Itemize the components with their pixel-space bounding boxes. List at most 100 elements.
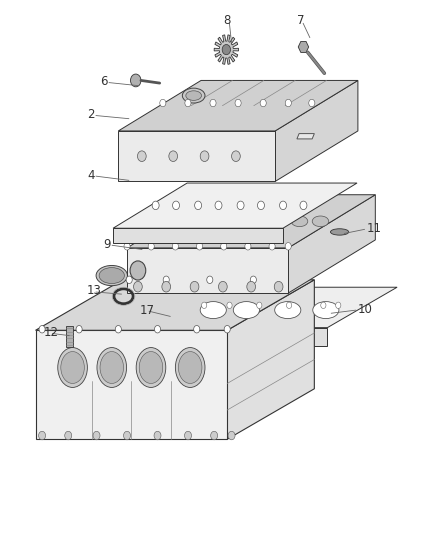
Circle shape (309, 99, 315, 107)
Polygon shape (127, 248, 288, 293)
Circle shape (222, 44, 231, 55)
Circle shape (224, 326, 230, 333)
Ellipse shape (218, 216, 235, 227)
Ellipse shape (275, 302, 301, 319)
Polygon shape (66, 326, 73, 348)
Text: 12: 12 (43, 326, 59, 339)
Circle shape (131, 74, 141, 87)
Ellipse shape (100, 352, 124, 383)
Circle shape (163, 276, 169, 284)
Circle shape (138, 151, 146, 161)
Circle shape (130, 261, 146, 280)
Text: 11: 11 (367, 222, 382, 235)
Circle shape (215, 201, 222, 209)
Circle shape (207, 276, 213, 284)
Circle shape (134, 281, 142, 292)
Polygon shape (275, 80, 358, 181)
Ellipse shape (139, 352, 163, 383)
Circle shape (200, 151, 209, 161)
Polygon shape (162, 287, 397, 328)
Ellipse shape (99, 268, 125, 284)
Ellipse shape (136, 348, 166, 387)
Text: 10: 10 (358, 303, 373, 316)
Ellipse shape (182, 88, 205, 103)
Circle shape (39, 326, 45, 333)
Circle shape (227, 302, 232, 309)
Ellipse shape (267, 216, 284, 227)
Polygon shape (151, 325, 162, 346)
Circle shape (247, 281, 256, 292)
Circle shape (169, 151, 177, 161)
Ellipse shape (291, 216, 308, 227)
Circle shape (154, 326, 160, 333)
Polygon shape (118, 80, 358, 131)
Text: 13: 13 (87, 285, 102, 297)
Circle shape (228, 431, 235, 440)
Ellipse shape (175, 259, 201, 274)
Circle shape (274, 281, 283, 292)
Ellipse shape (178, 352, 202, 383)
Circle shape (280, 201, 287, 209)
Circle shape (154, 431, 161, 440)
Text: 9: 9 (103, 238, 111, 251)
Circle shape (232, 151, 240, 161)
Circle shape (194, 201, 201, 209)
Ellipse shape (133, 261, 164, 281)
Circle shape (197, 243, 203, 250)
Circle shape (160, 99, 166, 107)
Circle shape (211, 431, 218, 440)
Polygon shape (298, 42, 309, 52)
Ellipse shape (200, 302, 226, 319)
Circle shape (172, 243, 178, 250)
Ellipse shape (136, 263, 161, 279)
Circle shape (221, 243, 227, 250)
Circle shape (76, 326, 82, 333)
Circle shape (285, 99, 291, 107)
Circle shape (124, 243, 130, 250)
Text: 4: 4 (87, 168, 94, 182)
Circle shape (269, 243, 275, 250)
Circle shape (190, 281, 199, 292)
Circle shape (237, 201, 244, 209)
Polygon shape (288, 195, 375, 293)
Circle shape (185, 99, 191, 107)
Circle shape (336, 302, 341, 309)
Polygon shape (113, 183, 357, 228)
Ellipse shape (170, 216, 187, 227)
Polygon shape (118, 131, 275, 181)
Circle shape (300, 201, 307, 209)
Ellipse shape (96, 265, 128, 286)
Text: 8: 8 (223, 14, 230, 27)
Polygon shape (113, 228, 283, 243)
Polygon shape (162, 328, 327, 346)
Circle shape (321, 302, 326, 309)
Ellipse shape (209, 252, 241, 272)
Circle shape (184, 431, 191, 440)
Ellipse shape (97, 348, 127, 387)
Ellipse shape (312, 216, 329, 227)
Circle shape (287, 302, 292, 309)
Circle shape (235, 99, 241, 107)
Circle shape (148, 243, 154, 250)
Circle shape (218, 281, 227, 292)
Ellipse shape (313, 302, 339, 319)
Circle shape (250, 276, 257, 284)
Ellipse shape (172, 256, 204, 277)
Circle shape (210, 99, 216, 107)
Circle shape (201, 302, 207, 309)
Ellipse shape (194, 216, 211, 227)
Text: 2: 2 (87, 108, 94, 121)
Polygon shape (35, 330, 227, 439)
Circle shape (38, 431, 45, 440)
Text: 6: 6 (100, 75, 108, 88)
Circle shape (126, 276, 132, 284)
Polygon shape (127, 195, 375, 248)
Polygon shape (227, 280, 314, 439)
Circle shape (257, 302, 262, 309)
Circle shape (257, 201, 264, 209)
Ellipse shape (243, 216, 260, 227)
Ellipse shape (58, 348, 87, 387)
Ellipse shape (186, 91, 201, 100)
Circle shape (260, 99, 266, 107)
Circle shape (124, 431, 131, 440)
